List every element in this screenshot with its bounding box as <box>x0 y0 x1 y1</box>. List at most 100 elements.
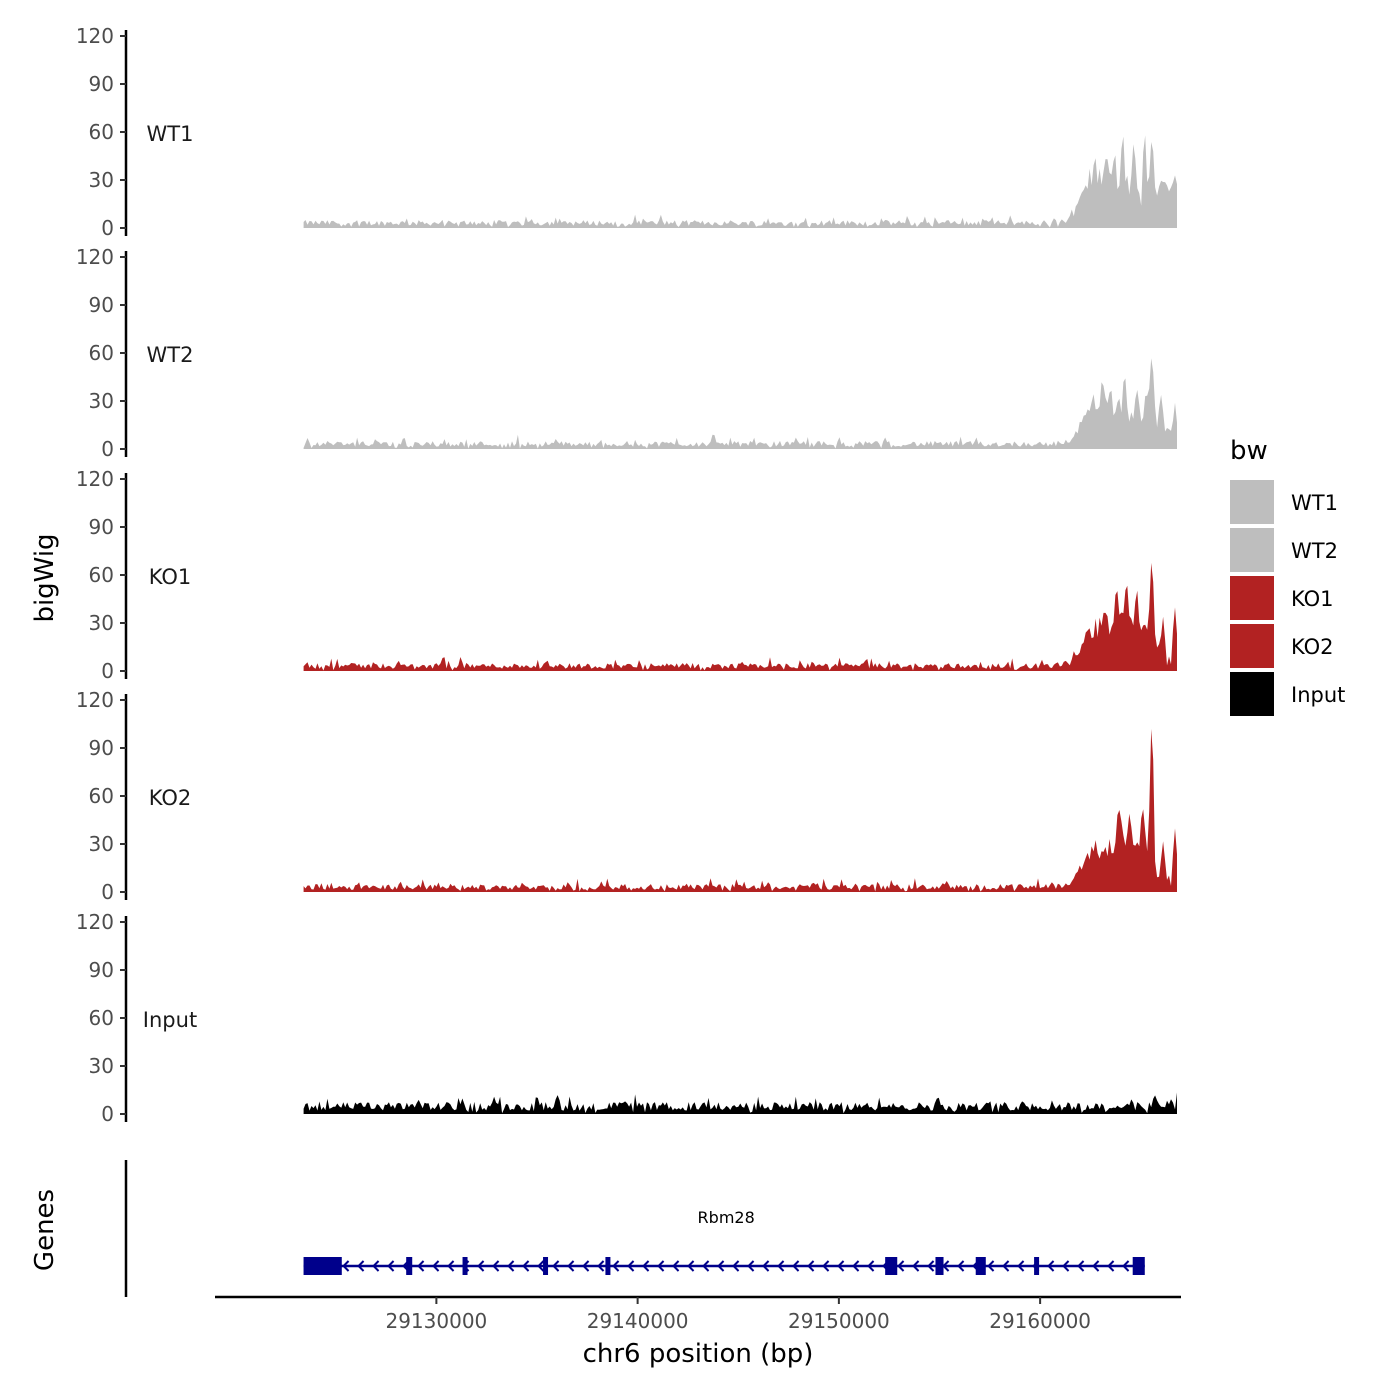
legend-key-ko1 <box>1230 576 1274 620</box>
strand-arrow <box>687 1260 695 1272</box>
strand-arrow <box>897 1260 905 1272</box>
x-axis-title: chr6 position (bp) <box>583 1339 814 1369</box>
gene-exon <box>406 1257 413 1275</box>
strand-arrow <box>867 1260 875 1272</box>
y-axis-title: bigWig <box>30 533 60 622</box>
track-label: WT1 <box>147 122 194 146</box>
strand-arrow <box>477 1260 485 1272</box>
strand-arrow <box>357 1260 365 1272</box>
strand-arrow <box>417 1260 425 1272</box>
track-panel-input: 0 30 60 90 120 Input <box>76 910 1178 1126</box>
strand-arrow <box>1107 1260 1115 1272</box>
signal-area-wt2 <box>303 358 1178 449</box>
legend-label-input: Input <box>1291 683 1345 707</box>
strand-arrow <box>717 1260 725 1272</box>
track-panel-wt1: 0 30 60 90 120 WT1 <box>76 24 1178 240</box>
x-tick-label: 29150000 <box>788 1309 890 1333</box>
strand-arrow <box>987 1260 995 1272</box>
gene-name-label: Rbm28 <box>698 1208 755 1227</box>
strand-arrow <box>657 1260 665 1272</box>
y-tick-label: 30 <box>89 611 114 635</box>
gene-exon <box>1132 1257 1145 1275</box>
y-tick-label: 60 <box>89 784 114 808</box>
track-panels: 0 30 60 90 120 WT1 0 30 60 90 120 WT2 0 30 60 90 120 KO1 0… <box>76 24 1178 1126</box>
strand-arrow <box>507 1260 515 1272</box>
y-tick-label: 120 <box>76 688 114 712</box>
y-tick-label: 60 <box>89 341 114 365</box>
strand-arrow <box>582 1260 590 1272</box>
x-tick-label: 29130000 <box>385 1309 487 1333</box>
signal-area-wt1 <box>303 135 1178 228</box>
legend-key-input <box>1230 672 1274 716</box>
strand-arrow <box>1122 1260 1130 1272</box>
y-tick-label: 120 <box>76 910 114 934</box>
strand-arrow <box>702 1260 710 1272</box>
gene-exon <box>1034 1257 1040 1275</box>
signal-area-ko2 <box>303 728 1178 892</box>
y-tick-label: 60 <box>89 120 114 144</box>
gene-exon <box>885 1257 898 1275</box>
y-tick-label: 120 <box>76 24 114 48</box>
track-panel-ko2: 0 30 60 90 120 KO2 <box>76 688 1178 904</box>
legend-label-ko2: KO2 <box>1291 635 1334 659</box>
strand-arrow <box>372 1260 380 1272</box>
y-tick-label: 0 <box>101 437 114 461</box>
y-tick-label: 30 <box>89 832 114 856</box>
y-tick-label: 60 <box>89 1006 114 1030</box>
strand-arrow <box>912 1260 920 1272</box>
gene-track-label: Genes <box>30 1189 60 1271</box>
legend-label-ko1: KO1 <box>1291 587 1334 611</box>
y-tick-label: 0 <box>101 216 114 240</box>
y-tick-label: 120 <box>76 467 114 491</box>
strand-arrow <box>387 1260 395 1272</box>
y-tick-label: 90 <box>89 736 114 760</box>
strand-arrow <box>1092 1260 1100 1272</box>
strand-arrow <box>567 1260 575 1272</box>
x-axis: 29130000 29140000 29150000 29160000 <box>215 1295 1181 1333</box>
strand-arrow <box>777 1260 785 1272</box>
x-tick-label: 29140000 <box>587 1309 689 1333</box>
track-label: KO2 <box>149 786 192 810</box>
signal-area-input <box>303 1092 1178 1114</box>
gene-exon <box>605 1257 611 1275</box>
strand-arrow <box>942 1260 950 1272</box>
strand-arrow <box>1062 1260 1070 1272</box>
x-tick-label: 29160000 <box>989 1309 1091 1333</box>
y-tick-label: 90 <box>89 515 114 539</box>
strand-arrow <box>432 1260 440 1272</box>
legend: bw WT1 WT2 KO1 KO2 Input <box>1230 436 1345 716</box>
track-panel-wt2: 0 30 60 90 120 WT2 <box>76 245 1178 461</box>
track-label: Input <box>143 1008 197 1032</box>
strand-arrow <box>1047 1260 1055 1272</box>
y-tick-label: 0 <box>101 659 114 683</box>
y-tick-label: 90 <box>89 293 114 317</box>
gene-exon <box>935 1257 944 1275</box>
legend-key-wt1 <box>1230 480 1274 524</box>
strand-arrow <box>1017 1260 1025 1272</box>
strand-arrow <box>747 1260 755 1272</box>
y-tick-label: 0 <box>101 1102 114 1126</box>
legend-key-ko2 <box>1230 624 1274 668</box>
track-label: WT2 <box>147 343 194 367</box>
legend-key-wt2 <box>1230 528 1274 572</box>
legend-title: bw <box>1230 436 1268 466</box>
gene-exon <box>303 1257 342 1275</box>
signal-area-ko1 <box>303 562 1178 671</box>
strand-arrow <box>837 1260 845 1272</box>
track-label: KO1 <box>149 565 192 589</box>
y-tick-label: 90 <box>89 958 114 982</box>
legend-label-wt1: WT1 <box>1291 491 1338 515</box>
legend-label-wt2: WT2 <box>1291 539 1338 563</box>
strand-arrow <box>672 1260 680 1272</box>
y-tick-label: 30 <box>89 168 114 192</box>
strand-arrow <box>957 1260 965 1272</box>
strand-arrow <box>792 1260 800 1272</box>
strand-arrow <box>642 1260 650 1272</box>
y-tick-label: 120 <box>76 245 114 269</box>
strand-arrow <box>342 1260 350 1272</box>
strand-arrow <box>522 1260 530 1272</box>
strand-arrow <box>612 1260 620 1272</box>
y-tick-label: 30 <box>89 389 114 413</box>
strand-arrow <box>492 1260 500 1272</box>
